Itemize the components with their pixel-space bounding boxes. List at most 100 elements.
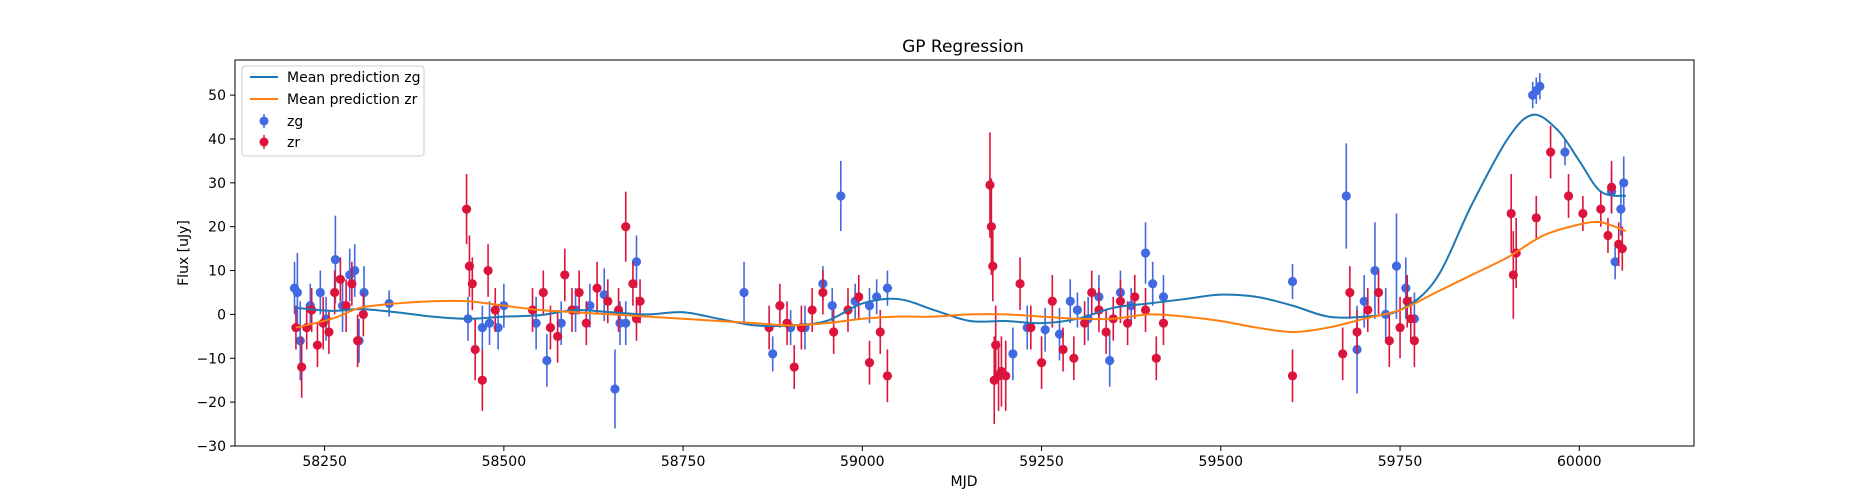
data-point-zg <box>1619 178 1629 188</box>
data-point-zr <box>988 261 998 271</box>
x-tick-label: 59500 <box>1199 454 1244 470</box>
data-point-zg <box>1370 265 1380 276</box>
data-point-zg <box>1158 292 1169 302</box>
data-point-zg <box>1610 257 1620 267</box>
data-point-zr <box>854 292 864 302</box>
line-mean-prediction-zg <box>295 113 1627 328</box>
data-point-zr <box>553 331 563 341</box>
y-tick-label: 30 <box>208 176 226 192</box>
data-point-zr <box>1409 336 1419 346</box>
data-point-zg <box>621 318 631 328</box>
data-point-zr <box>1115 296 1126 306</box>
x-tick-label: 58500 <box>482 454 527 470</box>
data-point-zr <box>341 301 351 311</box>
y-tick-label: −20 <box>196 395 226 411</box>
data-point-zr <box>1058 344 1068 355</box>
data-point-zg <box>292 287 302 298</box>
data-point-zr <box>297 362 307 372</box>
data-point-zr <box>1151 353 1161 363</box>
data-point-zr <box>461 204 472 214</box>
data-point-zr <box>545 322 556 333</box>
data-point-zg <box>1065 296 1075 306</box>
data-point-zr <box>1123 318 1133 328</box>
data-point-zr <box>538 287 548 298</box>
data-point-zr <box>628 279 638 289</box>
data-point-zr <box>1158 318 1169 328</box>
data-point-zg <box>477 322 487 333</box>
data-point-zg <box>330 254 340 265</box>
data-point-zg <box>542 355 552 366</box>
data-point-zr <box>985 180 995 190</box>
series-zr <box>291 125 1627 425</box>
data-point-zr <box>1546 147 1556 157</box>
legend-label-zg: zg <box>287 114 303 130</box>
axes: 58250 58500 58750 59000 59250 59500 59750 60000… <box>196 88 1601 470</box>
data-point-zg <box>631 257 642 267</box>
data-point-zr <box>490 305 500 315</box>
data-point-zg <box>739 287 749 298</box>
data-point-zr <box>1069 353 1079 363</box>
legend-swatch-zg-marker <box>259 116 269 126</box>
data-point-zr <box>1338 349 1348 359</box>
data-point-zr <box>1578 208 1588 219</box>
data-point-zr <box>1345 287 1355 298</box>
data-point-zr <box>1406 314 1416 324</box>
data-point-zr <box>1352 327 1362 337</box>
data-point-zg <box>295 336 305 346</box>
data-point-zr <box>1047 296 1057 306</box>
data-point-zr <box>1140 305 1151 315</box>
y-tick-label: −10 <box>196 351 226 367</box>
plot-data-layer <box>289 73 1629 429</box>
data-point-zr <box>1395 322 1405 333</box>
data-point-zr <box>592 283 602 293</box>
data-point-zr <box>312 340 323 350</box>
data-point-zr <box>1130 292 1140 302</box>
data-point-zr <box>335 274 345 284</box>
data-point-zg <box>768 349 778 359</box>
legend-frame <box>241 65 425 157</box>
data-point-zg <box>1105 355 1115 366</box>
data-point-zr <box>1531 213 1541 223</box>
data-point-zg <box>1560 147 1570 157</box>
data-point-zr <box>1563 191 1574 201</box>
data-point-zr <box>1287 371 1298 381</box>
data-point-zr <box>1015 279 1025 289</box>
data-point-zr <box>1363 305 1373 315</box>
legend-label-mean-zr: Mean prediction zr <box>287 92 418 108</box>
data-point-zr <box>818 287 828 298</box>
data-point-zg <box>1072 305 1083 315</box>
data-point-zr <box>875 327 885 337</box>
y-axis-label: Flux [uJy] <box>176 220 192 286</box>
legend-label-zr: zr <box>287 135 300 151</box>
x-tick-label: 60000 <box>1557 454 1602 470</box>
line-mean-prediction-zr <box>295 220 1627 333</box>
x-tick-label: 58250 <box>302 454 347 470</box>
data-point-zg <box>531 318 541 328</box>
data-point-zg <box>1148 279 1158 289</box>
data-point-zg <box>610 384 620 394</box>
data-point-zg <box>585 301 595 311</box>
data-point-zg <box>1008 349 1018 359</box>
data-point-zg <box>1140 248 1151 258</box>
data-point-zr <box>864 358 875 368</box>
data-point-zg <box>1287 276 1298 287</box>
y-tick-label: 0 <box>217 307 226 323</box>
data-point-zr <box>330 287 340 298</box>
data-point-zr <box>1373 287 1384 298</box>
x-tick-label: 59750 <box>1378 454 1423 470</box>
chart-title: GP Regression <box>902 37 1024 57</box>
data-point-zg <box>1054 329 1065 339</box>
plot-area-frame <box>234 59 1695 447</box>
data-point-zr <box>1617 244 1627 254</box>
data-point-zg <box>827 301 837 311</box>
data-point-zr <box>324 327 334 337</box>
data-point-zr <box>1001 371 1011 381</box>
data-point-zg <box>484 318 495 328</box>
data-point-zr <box>1603 230 1613 241</box>
data-point-zg <box>1040 325 1050 335</box>
data-point-zr <box>574 287 584 298</box>
data-point-zr <box>352 336 363 346</box>
data-point-zg <box>836 191 846 201</box>
data-point-zr <box>1036 358 1047 368</box>
